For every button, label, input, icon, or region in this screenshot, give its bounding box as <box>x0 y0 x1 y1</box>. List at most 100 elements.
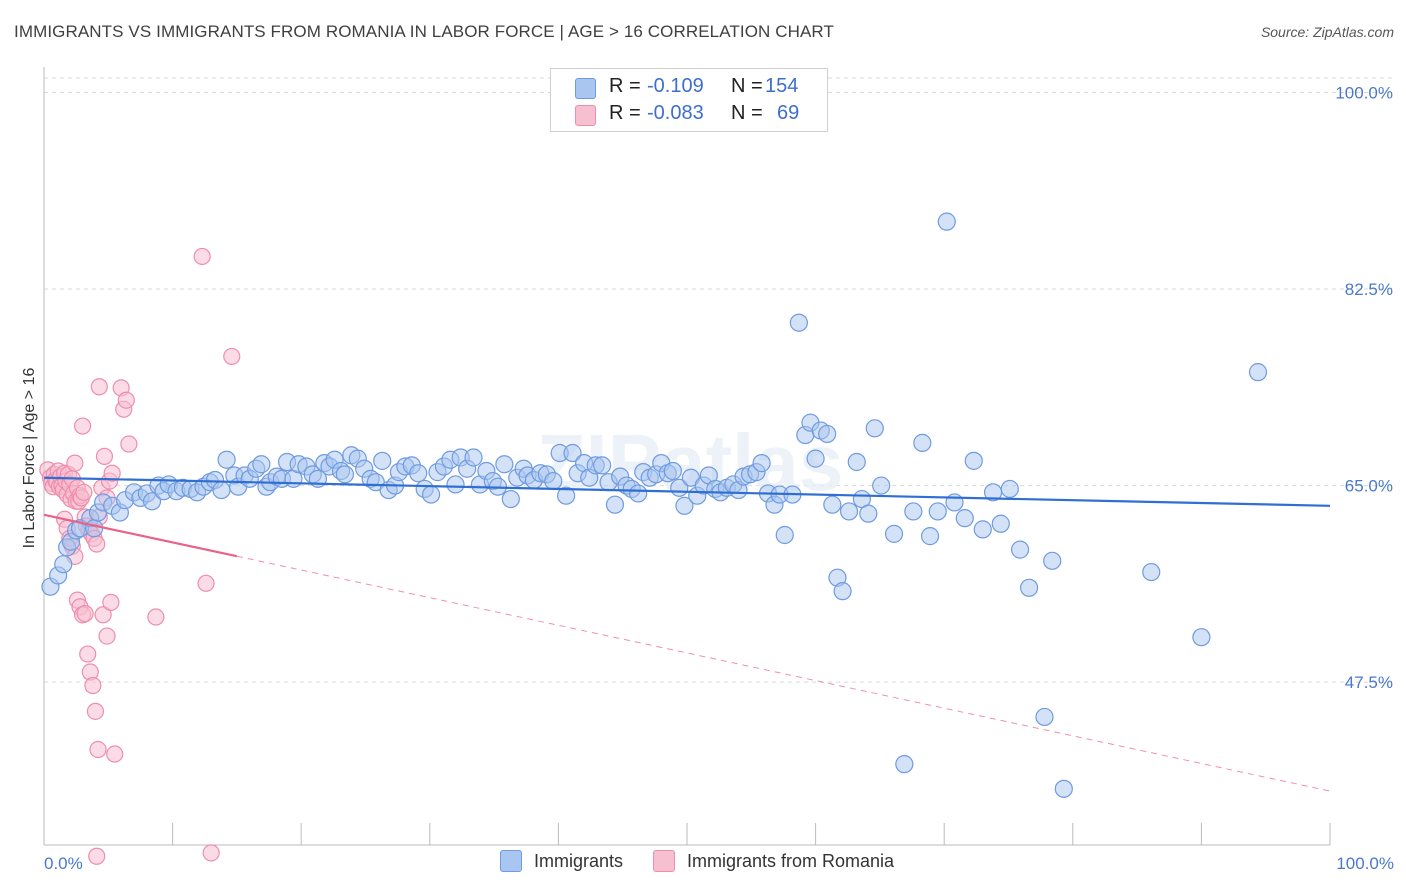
immigrants-point <box>217 450 236 469</box>
romania-point <box>103 464 121 482</box>
series-swatch-romania <box>653 850 676 872</box>
series-label-immigrants: Immigrants <box>534 850 624 871</box>
immigrants-point <box>605 495 625 514</box>
romania-point <box>193 247 211 266</box>
romania-point <box>98 627 116 645</box>
y-tick-label: 100.0% <box>1335 83 1393 102</box>
immigrants-point <box>865 419 884 438</box>
series-swatch-immigrants <box>500 850 522 872</box>
immigrants-point <box>884 524 904 543</box>
immigrants-point <box>373 451 392 470</box>
y-tick-label: 82.5% <box>1345 280 1393 299</box>
immigrants-points <box>41 212 1268 798</box>
legend-swatch-immigrants <box>575 78 596 99</box>
immigrants-point <box>1000 479 1019 499</box>
legend-n-value: 69 <box>777 102 800 124</box>
romania-point <box>88 847 106 865</box>
grid-lines <box>44 77 1394 683</box>
immigrants-point <box>839 502 859 521</box>
romania-point <box>120 435 138 453</box>
y-tick-labels: 100.0% 82.5% 65.0% 47.5% <box>1335 83 1393 692</box>
romania-point <box>88 535 106 553</box>
source-label: Source: ZipAtlas.com <box>1260 24 1394 40</box>
y-axis-label: In Labor Force | Age > 16 <box>21 368 38 549</box>
immigrants-point <box>501 489 520 509</box>
romania-point <box>202 844 220 862</box>
romania-point <box>223 347 241 366</box>
romania-point <box>117 391 135 409</box>
immigrants-point <box>833 582 852 601</box>
y-tick-label: 47.5% <box>1345 673 1393 692</box>
immigrants-point <box>409 464 428 483</box>
immigrants-point <box>806 449 825 468</box>
immigrants-point <box>252 455 271 474</box>
series-label-romania: Immigrants from Romania <box>687 850 895 871</box>
romania-point <box>79 645 97 663</box>
immigrants-point <box>1054 779 1073 798</box>
immigrants-point <box>847 452 866 472</box>
romania-trendline-dashed <box>236 555 1331 792</box>
immigrants-point <box>752 454 771 473</box>
axes <box>43 67 1331 846</box>
immigrants-point <box>818 424 837 444</box>
immigrants-point <box>1142 562 1161 582</box>
immigrants-point <box>1019 578 1039 597</box>
immigrants-point <box>904 502 923 521</box>
immigrants-point <box>212 480 231 500</box>
legend-r-value: -0.083 <box>647 102 704 124</box>
immigrants-point <box>991 514 1010 533</box>
immigrants-point <box>663 461 682 481</box>
immigrants-point <box>142 492 162 511</box>
immigrants-point <box>913 433 932 452</box>
series-legend-immigrants[interactable]: Immigrants <box>500 850 623 872</box>
romania-point <box>95 447 114 465</box>
immigrants-point <box>895 755 914 774</box>
immigrants-point <box>54 555 73 574</box>
romania-point <box>94 606 112 624</box>
romania-trendline-solid <box>43 513 238 558</box>
romania-point <box>76 605 94 623</box>
immigrants-point <box>859 504 878 523</box>
romania-point <box>90 378 108 396</box>
legend-row-immigrants: R = -0.109 N = 154 <box>551 75 827 101</box>
chart-title: IMMIGRANTS VS IMMIGRANTS FROM ROMANIA IN… <box>14 22 834 41</box>
romania-point <box>75 483 93 501</box>
romania-points <box>39 247 241 865</box>
romania-point <box>147 608 165 626</box>
immigrants-point <box>593 456 612 475</box>
immigrants-point <box>920 527 940 546</box>
legend-n-value: 154 <box>765 75 799 97</box>
immigrants-point <box>464 448 483 467</box>
x-tick-label-min: 0.0% <box>44 854 83 873</box>
immigrants-point <box>1043 551 1062 570</box>
legend-r-label: R = <box>609 102 641 124</box>
immigrants-point <box>557 486 576 505</box>
immigrants-point <box>495 455 514 474</box>
romania-point <box>102 593 120 611</box>
stats-legend: R = -0.109 N = 154 R = -0.083 N = 69 <box>550 68 828 132</box>
legend-row-romania: R = -0.083 N = 69 <box>551 102 827 128</box>
immigrants-point <box>544 471 563 491</box>
series-legend-romania[interactable]: Immigrants from Romania <box>653 850 894 872</box>
legend-r-value: -0.109 <box>647 75 704 97</box>
immigrants-point <box>629 484 648 503</box>
immigrants-point <box>823 495 842 514</box>
immigrants-point <box>775 525 794 545</box>
immigrants-point <box>335 465 355 484</box>
immigrants-point <box>955 509 974 528</box>
immigrants-point <box>1010 540 1030 559</box>
immigrants-point <box>789 313 808 332</box>
immigrants-point <box>872 476 891 495</box>
legend-n-label: N = <box>731 102 763 124</box>
romania-point <box>86 702 105 720</box>
immigrants-point <box>1248 363 1268 382</box>
romania-point <box>106 745 124 763</box>
immigrants-point <box>85 519 104 538</box>
legend-swatch-romania <box>575 105 596 126</box>
romania-point <box>84 676 102 695</box>
x-tick-label-max: 100.0% <box>1336 854 1394 873</box>
y-tick-label: 65.0% <box>1345 477 1393 496</box>
immigrants-point <box>937 212 956 231</box>
immigrants-point <box>1192 628 1211 647</box>
